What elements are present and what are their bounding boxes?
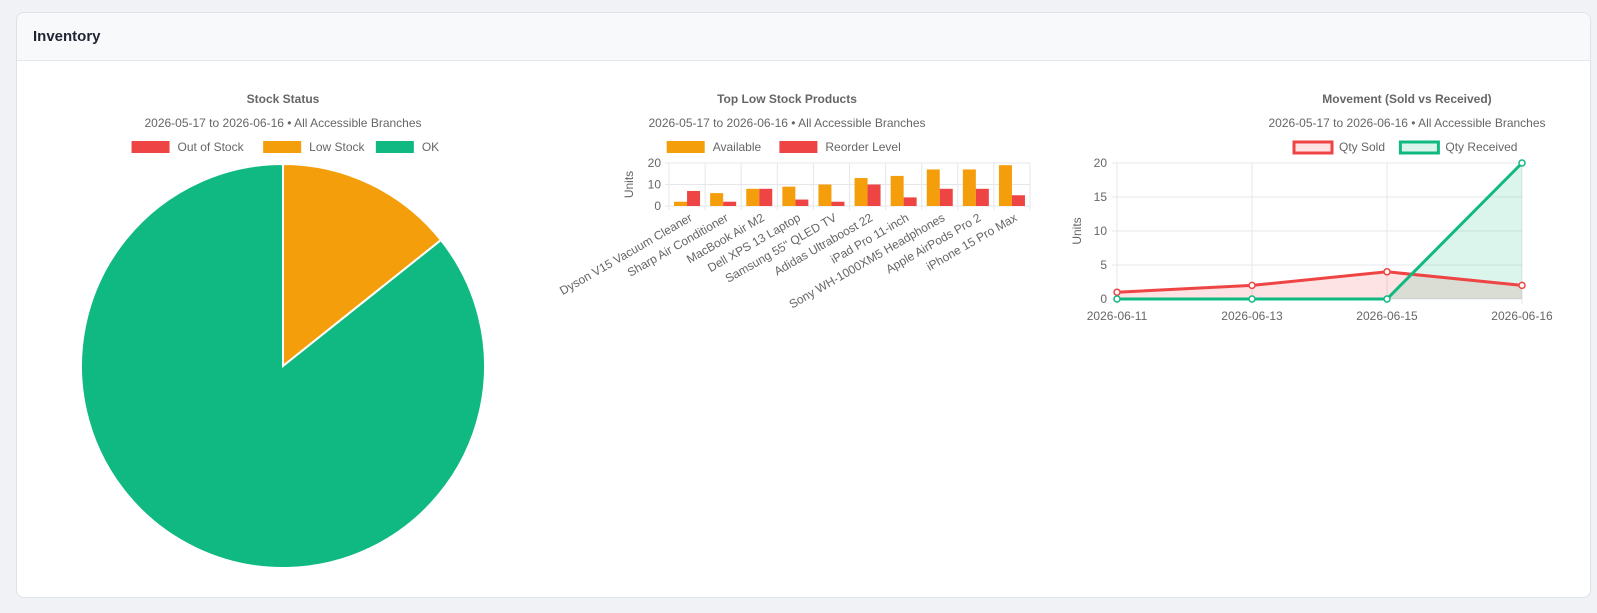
inventory-card: Inventory Stock Status 2026-05-17 to 2026… [16, 12, 1591, 598]
pie-slice-ok [80, 162, 486, 569]
line-series-received [1117, 161, 1524, 301]
line-point-sold-3 [1518, 281, 1526, 290]
line-point-sold-1 [1248, 281, 1256, 290]
bar-reorder-7 [939, 188, 953, 206]
bar-available-8 [962, 169, 976, 206]
line-series-sold [1116, 270, 1523, 294]
bar-available-1 [710, 193, 724, 206]
line-point-sold-0 [1113, 288, 1121, 296]
pie-legend-label-2: OK [422, 140, 439, 154]
bar-available-4 [818, 184, 832, 206]
bar-ylabel: Units [622, 171, 636, 198]
bar-reorder-3 [795, 199, 809, 206]
chart-subtitle: 2026-05-17 to 2026-06-16 • All Accessibl… [144, 116, 421, 130]
chart-title: Top Low Stock Products [717, 92, 857, 106]
line-xtick-1: 2026-06-13 [1221, 309, 1283, 323]
line-legend-label-1: Qty Received [1445, 140, 1517, 154]
bar-ytick-0: 0 [654, 199, 661, 213]
card-header: Inventory [17, 13, 1590, 61]
bar-available-9 [998, 165, 1012, 206]
bar-legend-swatch-0 [666, 141, 705, 153]
line-legend-swatch-1 [1398, 140, 1440, 155]
pie-legend-label-1: Low Stock [309, 140, 365, 154]
line-xtick-2: 2026-06-15 [1356, 309, 1418, 323]
chart-subtitle: 2026-05-17 to 2026-06-16 • All Accessibl… [1268, 116, 1545, 130]
bar-reorder-5 [867, 184, 881, 206]
bar-legend-label-0: Available [713, 140, 762, 154]
bar-ytick-2: 20 [648, 156, 662, 170]
stock-status-chart: Stock Status 2026-05-17 to 2026-06-16 • A… [80, 92, 486, 569]
line-point-received-3 [1518, 159, 1526, 167]
bar-available-0 [674, 201, 688, 206]
bar-reorder-4 [831, 201, 845, 206]
line-xtick-3: 2026-06-16 [1491, 309, 1553, 323]
bar-reorder-8 [975, 188, 989, 206]
bar-available-3 [782, 186, 796, 206]
bar-available-6 [890, 175, 904, 206]
line-point-sold-2 [1383, 268, 1391, 276]
low-stock-chart: Top Low Stock Products 2026-05-17 to 2026… [557, 92, 1031, 311]
chart-title: Stock Status [247, 92, 320, 106]
line-point-received-1 [1248, 295, 1256, 303]
bar-legend-label-1: Reorder Level [825, 140, 900, 154]
bar-reorder-1 [723, 201, 737, 206]
bar-ytick-1: 10 [648, 178, 662, 192]
line-area-sold [1117, 271, 1522, 299]
bar-legend-swatch-1 [779, 141, 818, 153]
bar-reorder-9 [1011, 195, 1025, 206]
pie-legend-swatch-2 [375, 141, 414, 153]
line-legend-label-0: Qty Sold [1339, 140, 1385, 154]
pie-legend-label-0: Out of Stock [178, 140, 245, 154]
line-legend-swatch-0 [1292, 140, 1334, 155]
line-point-received-0 [1113, 295, 1121, 303]
line-ylabel: Units [1070, 217, 1084, 244]
line-xtick-0: 2026-06-11 [1087, 309, 1148, 323]
pie-slice-low-stock [282, 162, 443, 369]
line-ytick-4: 20 [1094, 156, 1108, 170]
line-ytick-1: 5 [1100, 258, 1107, 272]
movement-chart: Movement (Sold vs Received) 2026-05-17 to… [1070, 92, 1553, 323]
chart-subtitle: 2026-05-17 to 2026-06-16 • All Accessibl… [648, 116, 925, 130]
line-point-received-2 [1383, 295, 1391, 303]
pie-legend-swatch-0 [131, 141, 170, 153]
line-ytick-2: 10 [1094, 224, 1108, 238]
chart-title: Movement (Sold vs Received) [1322, 92, 1491, 106]
bar-reorder-0 [687, 190, 701, 206]
bar-reorder-2 [759, 188, 773, 206]
bar-available-7 [926, 169, 940, 206]
bar-reorder-6 [903, 197, 917, 206]
bar-available-2 [746, 188, 760, 206]
line-ytick-3: 15 [1094, 190, 1108, 204]
bar-available-5 [854, 178, 868, 206]
pie-legend-swatch-1 [263, 141, 302, 153]
line-ytick-0: 0 [1100, 292, 1107, 306]
card-title: Inventory [33, 28, 101, 45]
